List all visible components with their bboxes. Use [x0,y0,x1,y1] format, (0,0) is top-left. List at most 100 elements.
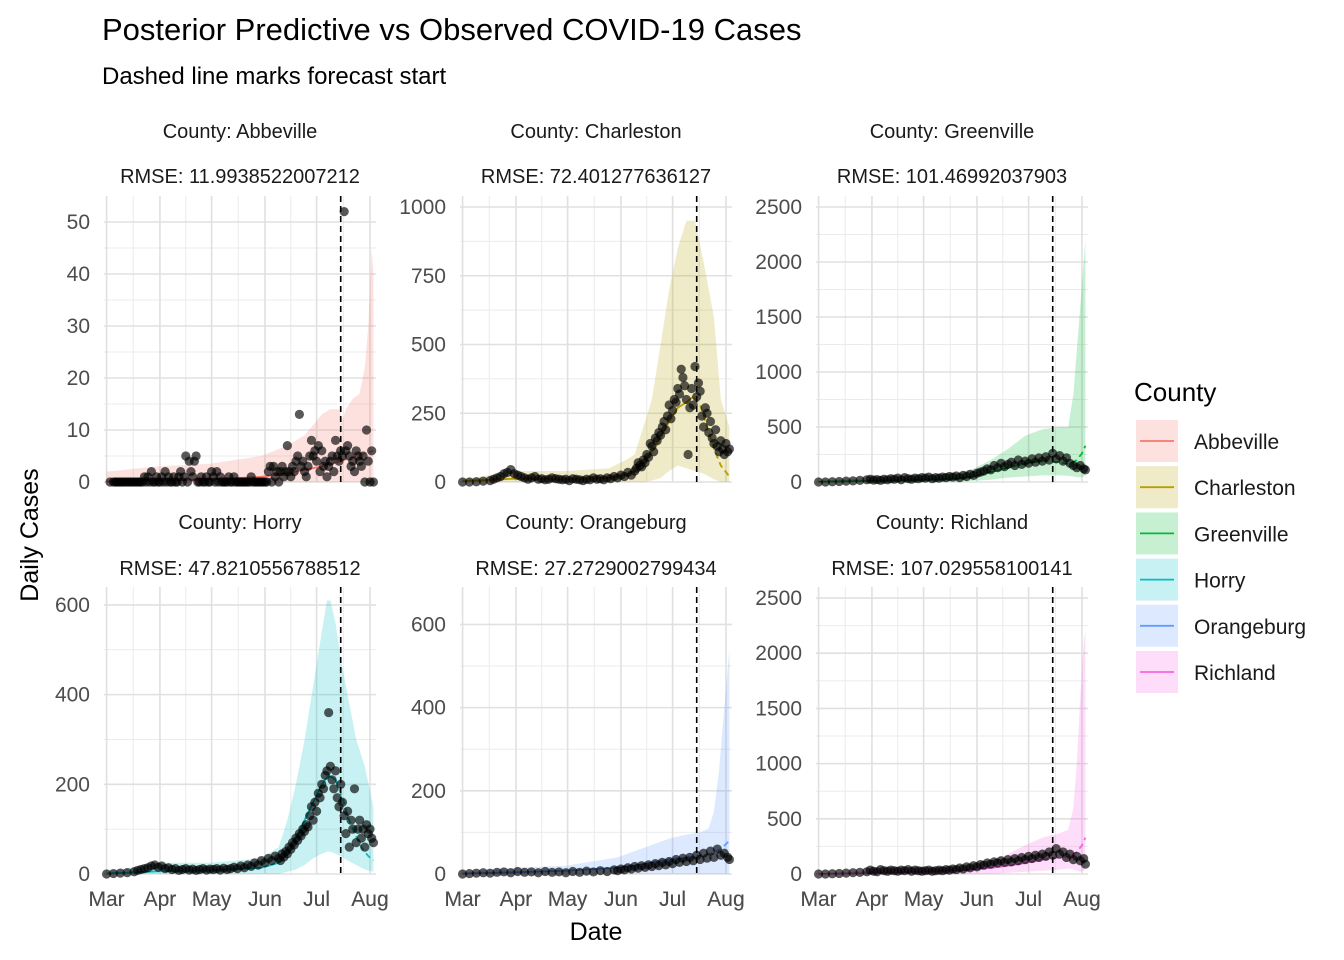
panel-strip-title: County: Horry [178,512,301,534]
observed-point [705,416,716,427]
x-tick-label: Aug [707,888,744,911]
y-tick-label: 0 [434,863,446,886]
y-tick-label: 0 [78,863,90,886]
chart-subtitle: Dashed line marks forecast start [102,63,446,90]
observed-point [841,868,851,878]
observed-point [540,866,550,877]
observed-point [368,477,379,487]
y-tick-label: 10 [67,419,90,442]
legend-title: County [1134,377,1216,407]
panel-strip-title: County: Abbeville [163,121,318,143]
credible-band [462,220,730,483]
observed-point [595,866,605,876]
observed-point [108,868,119,879]
x-tick-label: May [548,888,588,911]
observed-point [841,476,851,486]
panel-grid [816,587,1088,875]
x-tick-label: Mar [800,888,836,911]
observed-point [702,853,712,863]
observed-point [683,449,693,460]
observed-points [813,448,1091,487]
observed-point [327,775,337,785]
observed-point [693,378,704,388]
observed-point [329,467,339,477]
observed-point [813,477,824,487]
credible-band [462,649,730,874]
legend-label: Horry [1194,570,1246,593]
y-tick-label: 600 [55,594,90,617]
y-tick-label: 400 [411,697,446,720]
legend-label: Abbeville [1194,431,1279,454]
x-tick-label: May [904,888,944,911]
y-tick-label: 1500 [755,697,802,720]
observed-point [478,476,488,486]
observed-point [457,477,468,487]
observed-point [312,806,322,816]
y-tick-label: 20 [67,367,90,390]
observed-point [492,867,502,877]
observed-point [349,467,360,477]
credible-band [818,631,1086,874]
y-tick-label: 1000 [399,196,446,219]
observed-point [674,389,685,399]
x-tick-label: Jul [303,888,330,911]
observed-point [855,867,865,877]
credible-band [106,248,374,482]
y-tick-label: 2500 [755,196,802,219]
observed-point [294,409,304,419]
y-tick-label: 750 [411,265,446,288]
observed-point [464,868,475,879]
observed-point [356,833,366,843]
observed-point [526,867,537,877]
panel-strip-title: County: Richland [876,512,1028,534]
x-tick-label: Jul [1015,888,1042,911]
observed-point [588,867,599,877]
observed-point [848,476,858,486]
observed-point [344,842,354,852]
observed-point [478,868,488,878]
observed-point [282,441,292,451]
legend-item: Orangeburg [1136,604,1306,647]
panel-strip-title: County: Charleston [510,121,681,143]
x-tick-label: May [192,888,232,911]
observed-point [361,425,372,435]
observed-point [686,383,697,394]
y-tick-label: 2000 [755,251,802,274]
observed-point [329,784,339,794]
y-tick-label: 0 [434,471,446,494]
legend-item: Richland [1136,651,1276,693]
x-tick-label: Aug [351,888,388,911]
y-tick-label: 30 [67,315,90,338]
y-tick-label: 200 [55,773,90,796]
chart-title: Posterior Predictive vs Observed COVID-1… [102,12,801,47]
observed-point [834,868,844,879]
panel-rmse-label: RMSE: 27.2729002799434 [475,558,716,580]
observed-point [464,477,475,487]
y-tick-label: 2500 [755,587,802,610]
observed-point [820,869,831,879]
observed-point [724,854,735,865]
y-tick-label: 500 [767,808,802,831]
observed-point [813,869,824,879]
observed-point [724,444,735,454]
observed-points [101,707,379,879]
x-tick-label: May [904,888,944,911]
observed-point [561,868,571,878]
observed-point [317,446,327,456]
observed-point [457,869,468,879]
observed-point [827,477,837,487]
x-tick-label: Aug [707,888,744,911]
panel-charleston: County: Charleston RMSE: 72.401277636127 0… [399,121,744,911]
x-tick-label: May [192,888,232,911]
observed-point [681,394,691,405]
observed-point [533,868,543,878]
x-tick-label: Aug [1063,888,1100,911]
observed-points [457,844,735,879]
observed-points [105,207,379,487]
x-tick-label: Apr [500,888,533,911]
observed-point [688,400,698,410]
y-tick-label: 0 [78,471,90,494]
observed-point [368,838,379,848]
legend-item: Abbeville [1136,420,1279,462]
observed-point [499,867,509,877]
